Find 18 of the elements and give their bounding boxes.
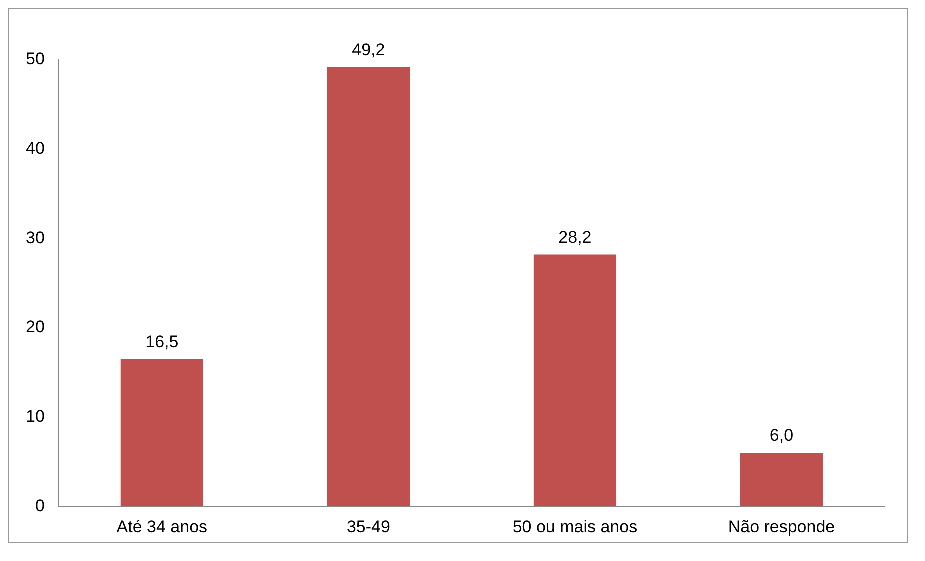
x-tick-label: 50 ou mais anos	[512, 517, 638, 536]
y-tick-label: 40	[26, 139, 45, 158]
bar	[327, 67, 410, 507]
x-tick-label: 35-49	[346, 517, 390, 536]
y-tick-label: 0	[35, 496, 45, 516]
bar	[120, 359, 204, 507]
bar	[534, 254, 617, 507]
x-tick-label: Não responde	[728, 517, 836, 536]
y-tick-label: 50	[26, 50, 45, 69]
x-tick-label: Até 34 anos	[116, 517, 208, 536]
data-label: 6,0	[770, 426, 794, 446]
data-label: 49,2	[352, 40, 386, 60]
bar	[740, 453, 824, 507]
y-tick-label: 20	[26, 318, 45, 337]
data-label: 28,2	[558, 228, 592, 247]
y-tick-label: 10	[26, 406, 45, 426]
data-label: 16,5	[146, 332, 179, 352]
y-tick-label: 30	[26, 228, 45, 248]
